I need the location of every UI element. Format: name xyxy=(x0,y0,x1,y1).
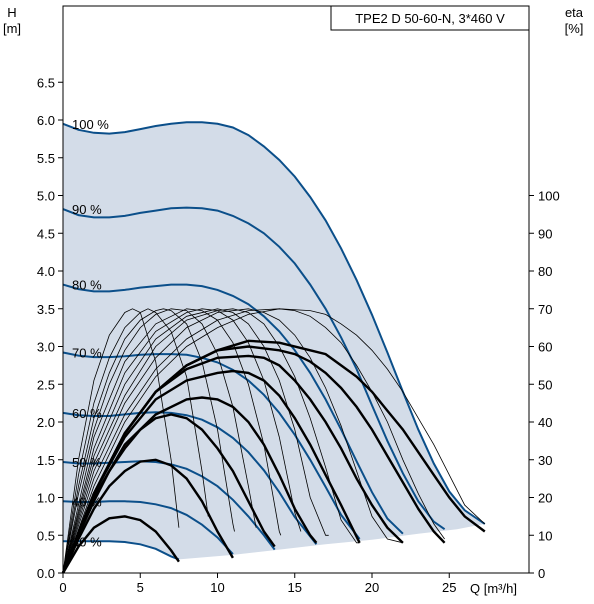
x-tick-label-0: 0 xyxy=(59,580,66,595)
x-tick-label-20: 20 xyxy=(365,580,379,595)
pump-curve-60-percent xyxy=(62,411,318,545)
x-tick-label-5: 5 xyxy=(137,580,144,595)
efficiency-curve-bold-8 xyxy=(61,339,486,574)
y-left-tick-label-4: 4.0 xyxy=(37,264,55,279)
y-left-tick-label-5.5: 5.5 xyxy=(37,151,55,166)
y-axis-right-unit: [%] xyxy=(565,21,584,36)
y-right-tick-label-20: 20 xyxy=(538,491,552,506)
curve-label-80-percent: 80 % xyxy=(72,278,102,293)
y-axis-left-unit: [m] xyxy=(3,21,21,36)
curve-label-70-percent: 70 % xyxy=(72,346,102,361)
y-right-tick-label-40: 40 xyxy=(538,415,552,430)
y-right-tick-label-60: 60 xyxy=(538,340,552,355)
y-axis-left-label: H xyxy=(7,5,16,20)
y-left-tick-label-5: 5.0 xyxy=(37,189,55,204)
efficiency-curve-bold-3 xyxy=(61,413,276,574)
y-right-tick-label-50: 50 xyxy=(538,377,552,392)
y-left-tick-label-1: 1.0 xyxy=(37,491,55,506)
efficiency-curve-bold-5 xyxy=(61,369,361,574)
curve-label-50-percent: 50 % xyxy=(72,455,102,470)
y-right-tick-label-30: 30 xyxy=(538,453,552,468)
y-left-tick-label-6: 6.0 xyxy=(37,113,55,128)
y-right-tick-label-100: 100 xyxy=(538,189,560,204)
curve-label-100-percent: 100 % xyxy=(72,117,109,132)
curve-label-60-percent: 60 % xyxy=(72,406,102,421)
curve-label-40-percent: 40 % xyxy=(72,494,102,509)
efficiency-curve-bold-1 xyxy=(61,515,180,574)
y-right-tick-label-10: 10 xyxy=(538,528,552,543)
chart-title: TPE2 D 50-60-N, 3*460 V xyxy=(355,11,505,26)
y-left-tick-label-1.5: 1.5 xyxy=(37,453,55,468)
efficiency-bold-layer xyxy=(61,339,486,574)
y-left-tick-label-2.5: 2.5 xyxy=(37,377,55,392)
y-right-tick-label-70: 70 xyxy=(538,302,552,317)
efficiency-curve-thin-2 xyxy=(62,308,209,574)
efficiency-curve-thin-3 xyxy=(62,308,235,574)
y-left-tick-label-6.5: 6.5 xyxy=(37,75,55,90)
x-tick-label-15: 15 xyxy=(288,580,302,595)
y-left-tick-label-2: 2.0 xyxy=(37,415,55,430)
efficiency-curve-thin-7 xyxy=(62,308,329,574)
curve-label-30-percent: 30 % xyxy=(72,534,102,549)
title-box xyxy=(330,5,530,31)
y-right-tick-label-0: 0 xyxy=(538,566,545,581)
y-left-tick-label-4.5: 4.5 xyxy=(37,226,55,241)
efficiency-curve-bold-4 xyxy=(61,396,318,574)
axes-layer: 0 5 10 15 20 25 0.0 0.5 1.0 1.5 2.0 2.5 3.0 3.5 4.0 4.5… xyxy=(37,75,560,595)
y-right-tick-label-80: 80 xyxy=(538,264,552,279)
efficiency-curve-bold-2 xyxy=(61,458,234,574)
pump-curve-90-percent xyxy=(62,206,446,531)
y-left-tick-label-3: 3.0 xyxy=(37,340,55,355)
efficiency-curve-thin-8 xyxy=(62,308,360,574)
plot-frame xyxy=(62,5,530,574)
y-left-tick-label-0: 0.0 xyxy=(37,566,55,581)
curve-label-90-percent: 90 % xyxy=(72,202,102,217)
efficiency-curve-thin-10 xyxy=(62,308,445,574)
pump-curve-100-percent xyxy=(62,121,486,525)
y-axis-right-label: eta xyxy=(565,5,584,20)
y-left-tick-label-3.5: 3.5 xyxy=(37,302,55,317)
operating-area xyxy=(63,122,485,574)
x-tick-label-10: 10 xyxy=(210,580,224,595)
operating-area-layer xyxy=(63,122,485,574)
curve-labels-layer: 100 % 90 % 80 % 70 % 60 % 50 % 40 % 30 % xyxy=(72,117,109,549)
x-tick-label-25: 25 xyxy=(442,580,456,595)
x-axis-label: Q [m³/h] xyxy=(470,581,517,596)
y-right-tick-label-90: 90 xyxy=(538,226,552,241)
efficiency-curve-thin-11 xyxy=(62,308,486,574)
efficiency-curve-thin-5 xyxy=(62,308,282,574)
efficiency-curve-thin-4 xyxy=(62,308,257,574)
y-left-tick-label-0.5: 0.5 xyxy=(37,528,55,543)
